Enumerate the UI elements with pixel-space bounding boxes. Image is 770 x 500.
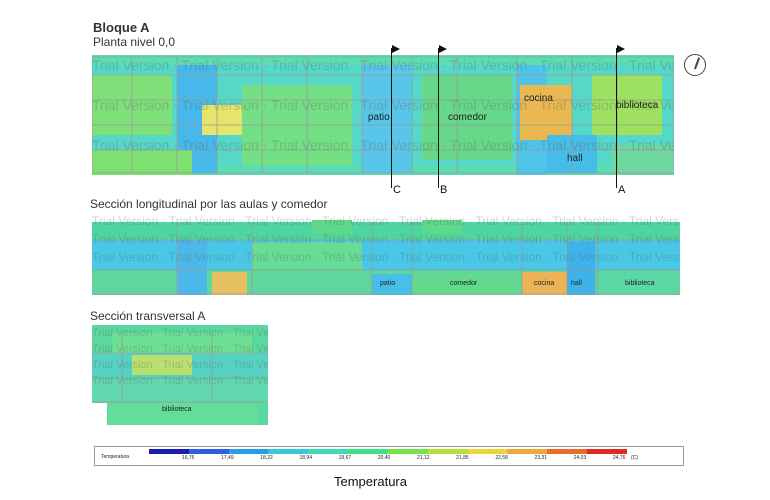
page-title: Bloque A <box>93 20 150 35</box>
legend-tick-5: 20,40 <box>377 455 391 461</box>
legend-swatch-10 <box>547 449 588 454</box>
room-label-comedor: comedor <box>448 112 487 123</box>
legend-tick-2: 18,22 <box>260 455 273 461</box>
legend-tick-3: 18,94 <box>299 455 312 461</box>
legend-tick-4: 19,67 <box>338 455 352 461</box>
long-room-label-biblioteca: biblioteca <box>625 280 655 287</box>
legend-unit: (C) <box>631 455 638 461</box>
legend-swatch-4 <box>308 449 349 454</box>
section-line-c <box>391 48 392 188</box>
floor-plan-heatmap <box>92 55 674 175</box>
legend-swatch-5 <box>348 449 388 454</box>
legend-tick-1: 17,49 <box>221 455 234 461</box>
page-subtitle: Planta nivel 0,0 <box>93 35 176 49</box>
long-room-label-comedor: comedor <box>450 280 478 287</box>
legend-swatch-0 <box>149 449 189 454</box>
long-section: Trial Version · Trial Version · Trial Ve… <box>92 212 680 297</box>
trans-section: Trial Version · Trial Version · Trial Ve… <box>92 325 268 425</box>
long-section-title: Sección longitudinal por las aulas y com… <box>90 197 328 211</box>
section-label-c: C <box>393 184 401 196</box>
section-arrow-c-icon <box>392 45 400 53</box>
section-arrow-b-icon <box>439 45 447 53</box>
legend-swatch-2 <box>228 449 269 454</box>
legend-tick-0: 16,76 <box>181 455 195 461</box>
legend-swatch-9 <box>507 449 548 454</box>
legend-tick-9: 23,31 <box>534 455 548 461</box>
room-label-hall: hall <box>567 153 583 164</box>
north-compass-icon <box>684 54 706 76</box>
trans-section-heatmap <box>92 325 268 425</box>
section-arrow-a-icon <box>617 45 625 53</box>
section-line-a <box>616 48 617 188</box>
legend-tick-7: 21,85 <box>456 455 469 461</box>
legend-tick-6: 21,12 <box>416 455 430 461</box>
long-room-label-patio: patio <box>380 280 396 287</box>
room-label-cocina: cocina <box>524 93 553 104</box>
legend-ticks: 16,76 17,49 18,22 18,94 19,67 20,40 21,12 21,85… <box>149 455 627 463</box>
section-line-b <box>438 48 439 188</box>
legend-swatch-11 <box>587 449 627 454</box>
legend-tick-10: 24,03 <box>573 455 587 461</box>
legend-color-bar <box>149 449 627 454</box>
legend-tick-11: 24,76 <box>612 455 626 461</box>
legend-swatch-1 <box>188 449 229 454</box>
long-room-label-hall: hall <box>571 280 582 287</box>
long-room-label-cocina: cocina <box>534 280 555 287</box>
legend-label: Temperatura <box>101 454 130 460</box>
room-label-biblioteca: biblioteca <box>616 100 659 111</box>
section-label-b: B <box>440 184 448 196</box>
trans-room-label-biblioteca: biblioteca <box>162 406 192 413</box>
trans-section-title: Sección transversal A <box>90 309 206 323</box>
section-label-a: A <box>618 184 626 196</box>
footer-title: Temperatura <box>334 474 407 489</box>
temperature-legend: Temperatura 16,76 17,49 18,22 18,94 19,67 20,… <box>94 446 684 466</box>
long-section-heatmap <box>92 212 680 297</box>
legend-swatch-6 <box>387 449 428 454</box>
room-label-patio: patio <box>368 112 390 123</box>
legend-tick-8: 22,58 <box>495 455 508 461</box>
legend-swatch-3 <box>268 449 309 454</box>
floor-plan: Trial Version · Trial Version · Trial Ve… <box>92 55 674 175</box>
legend-swatch-7 <box>427 449 468 454</box>
legend-swatch-8 <box>467 449 508 454</box>
